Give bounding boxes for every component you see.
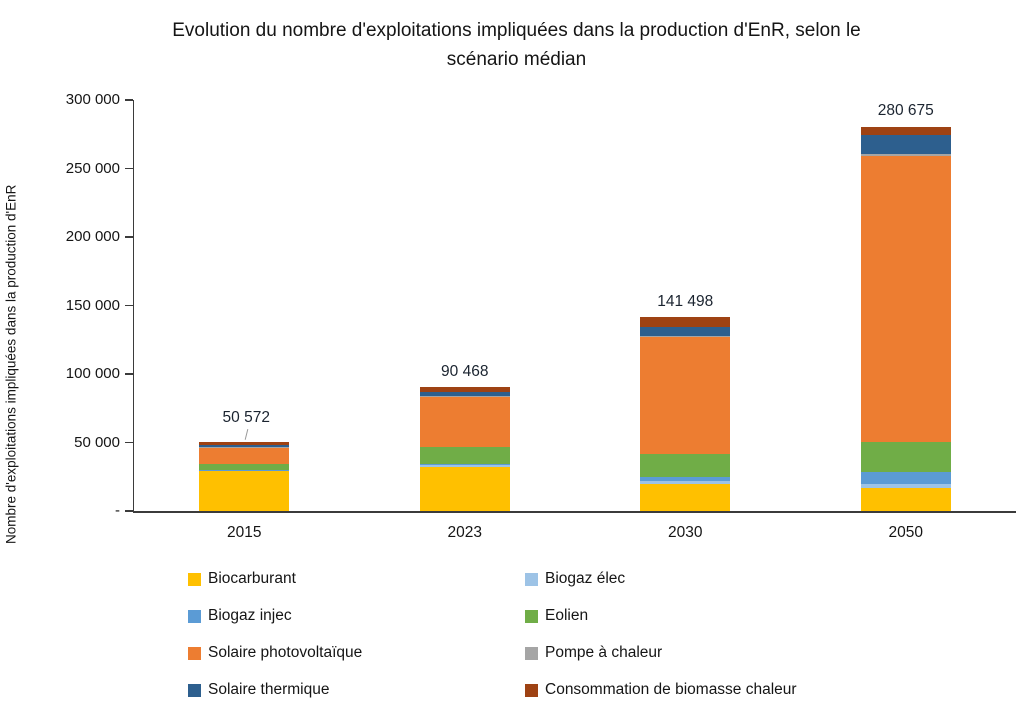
plot-area: - 50 000 100 000 150 000 200 000 250 000 300 0…	[66, 91, 1016, 541]
chart-title-line1: Evolution du nombre d'exploitations impl…	[172, 20, 861, 41]
bar-segment-biocarburant	[640, 484, 731, 511]
bar-segment-solaire-photovolta-que	[419, 397, 510, 448]
legend-item-solaire-photovolta-que: Solaire photovoltaïque	[188, 643, 525, 663]
legend-item-label: Biogaz élec	[545, 570, 626, 587]
bar-segment-solaire-thermique	[419, 392, 510, 397]
x-axis-label-2015: 2015	[227, 524, 262, 541]
bar-segment-biogaz-injec	[860, 472, 951, 485]
y-axis-tick-label: 300 000	[65, 91, 120, 109]
y-axis-tick-label: 100 000	[65, 365, 120, 383]
bar-segment-biogaz-injec	[419, 464, 510, 465]
y-axis-tick	[125, 236, 133, 238]
legend-item-label: Biogaz injec	[208, 607, 292, 624]
bar-segment-biocarburant	[199, 470, 290, 511]
bar-segment-solaire-photovolta-que	[199, 447, 290, 464]
y-axis-tick-label: 250 000	[65, 159, 120, 177]
y-axis-tick-label: 50 000	[74, 433, 120, 451]
bar-segment-eolien	[640, 453, 731, 477]
y-axis-tick	[125, 373, 133, 375]
bar-total-label: 280 675	[877, 102, 934, 120]
legend-item-biocarburant: Biocarburant	[188, 569, 525, 589]
bar-segment-biocarburant	[860, 488, 951, 511]
legend-swatch-icon	[188, 609, 201, 623]
chart-title-line2: scénario médian	[446, 49, 587, 71]
bar-segment-consommation-de-biomasse-chaleur	[640, 317, 731, 328]
x-axis-label-2023: 2023	[447, 524, 482, 541]
y-axis-tick	[125, 167, 133, 170]
bar-segment-solaire-thermique	[640, 327, 731, 336]
legend-item-label: Biocarburant	[208, 570, 296, 587]
y-axis-tick	[125, 441, 133, 444]
legend-item-label: Consommation de biomasse chaleur	[545, 681, 797, 698]
bar-segment-biogaz-lec	[640, 480, 731, 485]
legend-item-eolien: Eolien	[525, 606, 797, 626]
legend-swatch-icon	[525, 683, 538, 697]
chart-title: Evolution du nombre d'exploitations impl…	[0, 16, 1033, 75]
y-axis-tick-label: 150 000	[65, 296, 120, 314]
bar-segment-biocarburant	[419, 467, 510, 511]
legend-swatch-icon	[525, 572, 538, 586]
bar-total-label: 141 498	[657, 293, 714, 311]
legend-swatch-icon	[188, 572, 201, 586]
x-axis-label-2030: 2030	[668, 524, 703, 541]
x-axis-label-2050: 2050	[888, 524, 923, 541]
bar-segment-biogaz-lec	[419, 464, 510, 468]
y-axis-tick	[125, 99, 133, 101]
bar-segment-consommation-de-biomasse-chaleur	[860, 126, 951, 135]
bar-segment-solaire-thermique	[860, 134, 951, 155]
legend-item-biogaz-injec: Biogaz injec	[188, 606, 525, 626]
y-axis-tick	[125, 304, 133, 307]
bar-segment-pompe-chaleur	[419, 396, 510, 398]
data-label-leader-line	[244, 428, 249, 440]
bar-segment-solaire-photovolta-que	[640, 336, 731, 454]
legend-item-label: Eolien	[545, 607, 589, 624]
bar-segment-pompe-chaleur	[860, 154, 951, 157]
legend-swatch-icon	[525, 646, 538, 660]
y-axis-tick	[125, 510, 133, 512]
y-axis-title: Nombre d'exploitations impliquées dans l…	[3, 184, 19, 544]
y-axis-tick-label: 200 000	[65, 228, 120, 246]
legend-swatch-icon	[188, 683, 201, 697]
bar-segment-pompe-chaleur	[199, 446, 290, 448]
legend-swatch-icon	[525, 609, 538, 623]
legend-item-consommation-de-biomasse-chaleur: Consommation de biomasse chaleur	[525, 680, 797, 700]
legend-item-biogaz-lec: Biogaz élec	[525, 569, 797, 589]
bar-segment-consommation-de-biomasse-chaleur	[419, 387, 510, 393]
legend-item-label: Solaire photovoltaïque	[208, 644, 363, 661]
bar-total-label: 50 572	[222, 408, 270, 426]
legend-item-pompe-chaleur: Pompe à chaleur	[525, 643, 797, 663]
legend-item-label: Solaire thermique	[208, 681, 330, 698]
bar-segment-eolien	[199, 463, 290, 470]
bar-segment-solaire-thermique	[199, 445, 290, 447]
bar-segment-biogaz-lec	[860, 484, 951, 489]
bar-segment-pompe-chaleur	[640, 335, 731, 337]
bar-segment-solaire-photovolta-que	[860, 156, 951, 442]
bar-total-label: 90 468	[441, 363, 489, 381]
bar-segment-eolien	[419, 447, 510, 465]
legend-item-label: Pompe à chaleur	[545, 644, 663, 661]
legend-swatch-icon	[188, 646, 201, 660]
bar-segment-biogaz-injec	[640, 476, 731, 481]
legend: Biocarburant Biogaz élec Biogaz injec Eolie…	[188, 569, 797, 700]
legend-item-solaire-thermique: Solaire thermique	[188, 680, 525, 700]
bar-segment-eolien	[860, 441, 951, 473]
y-axis-tick-label: -	[115, 502, 120, 520]
bar-segment-consommation-de-biomasse-chaleur	[199, 441, 290, 446]
